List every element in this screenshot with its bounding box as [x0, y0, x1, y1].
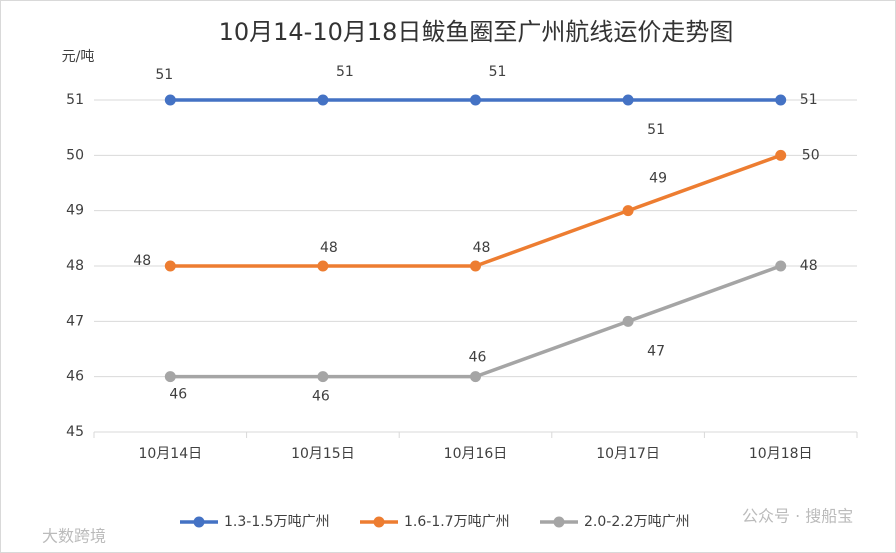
data-label: 48	[320, 240, 338, 256]
point	[470, 260, 481, 272]
y-axis-label: 元/吨	[62, 49, 95, 65]
data-label: 51	[155, 67, 173, 83]
legend-label: 2.0-2.2万吨广州	[584, 514, 690, 530]
point	[622, 94, 634, 106]
y-tick-label: 51	[66, 92, 84, 108]
x-tick-label: 10月15日	[291, 446, 355, 462]
point	[317, 94, 329, 106]
x-tick-label: 10月14日	[138, 446, 202, 462]
y-tick-label: 47	[66, 313, 84, 329]
y-tick-label: 45	[66, 424, 84, 440]
data-label: 50	[802, 147, 820, 163]
data-label: 51	[489, 64, 507, 80]
point	[317, 371, 329, 383]
point	[775, 149, 787, 161]
point	[164, 260, 176, 272]
legend-label: 1.6-1.7万吨广州	[404, 514, 510, 530]
data-label: 51	[800, 92, 818, 108]
legend-marker	[373, 516, 385, 528]
legend-label: 1.3-1.5万吨广州	[224, 514, 330, 530]
point	[164, 94, 176, 106]
y-tick-label: 46	[66, 369, 84, 385]
point	[775, 94, 787, 106]
data-label: 48	[133, 253, 151, 269]
data-label: 46	[469, 350, 487, 366]
data-label: 51	[336, 64, 354, 80]
data-label: 47	[647, 343, 665, 359]
point	[470, 371, 481, 383]
data-label: 49	[649, 171, 667, 187]
x-tick-label: 10月17日	[596, 446, 660, 462]
x-tick-label: 10月16日	[444, 446, 508, 462]
point	[470, 94, 481, 106]
point	[622, 315, 634, 327]
watermark: 大数跨境	[42, 527, 106, 546]
data-label: 48	[473, 240, 491, 256]
point	[317, 260, 329, 272]
point	[775, 260, 787, 272]
point	[622, 205, 634, 217]
watermark: 公众号 · 搜船宝	[742, 507, 853, 526]
legend-marker	[553, 516, 565, 528]
data-label: 48	[800, 258, 818, 274]
y-tick-label: 49	[66, 203, 84, 219]
x-tick-label: 10月18日	[749, 446, 813, 462]
y-tick-label: 50	[66, 147, 84, 163]
data-label: 46	[169, 387, 187, 403]
legend-marker	[193, 516, 205, 528]
data-label: 46	[312, 389, 330, 405]
chart-title: 10月14-10月18日鲅鱼圈至广州航线运价走势图	[219, 18, 734, 46]
y-tick-label: 48	[66, 258, 84, 274]
data-label: 51	[647, 122, 665, 138]
point	[164, 371, 176, 383]
